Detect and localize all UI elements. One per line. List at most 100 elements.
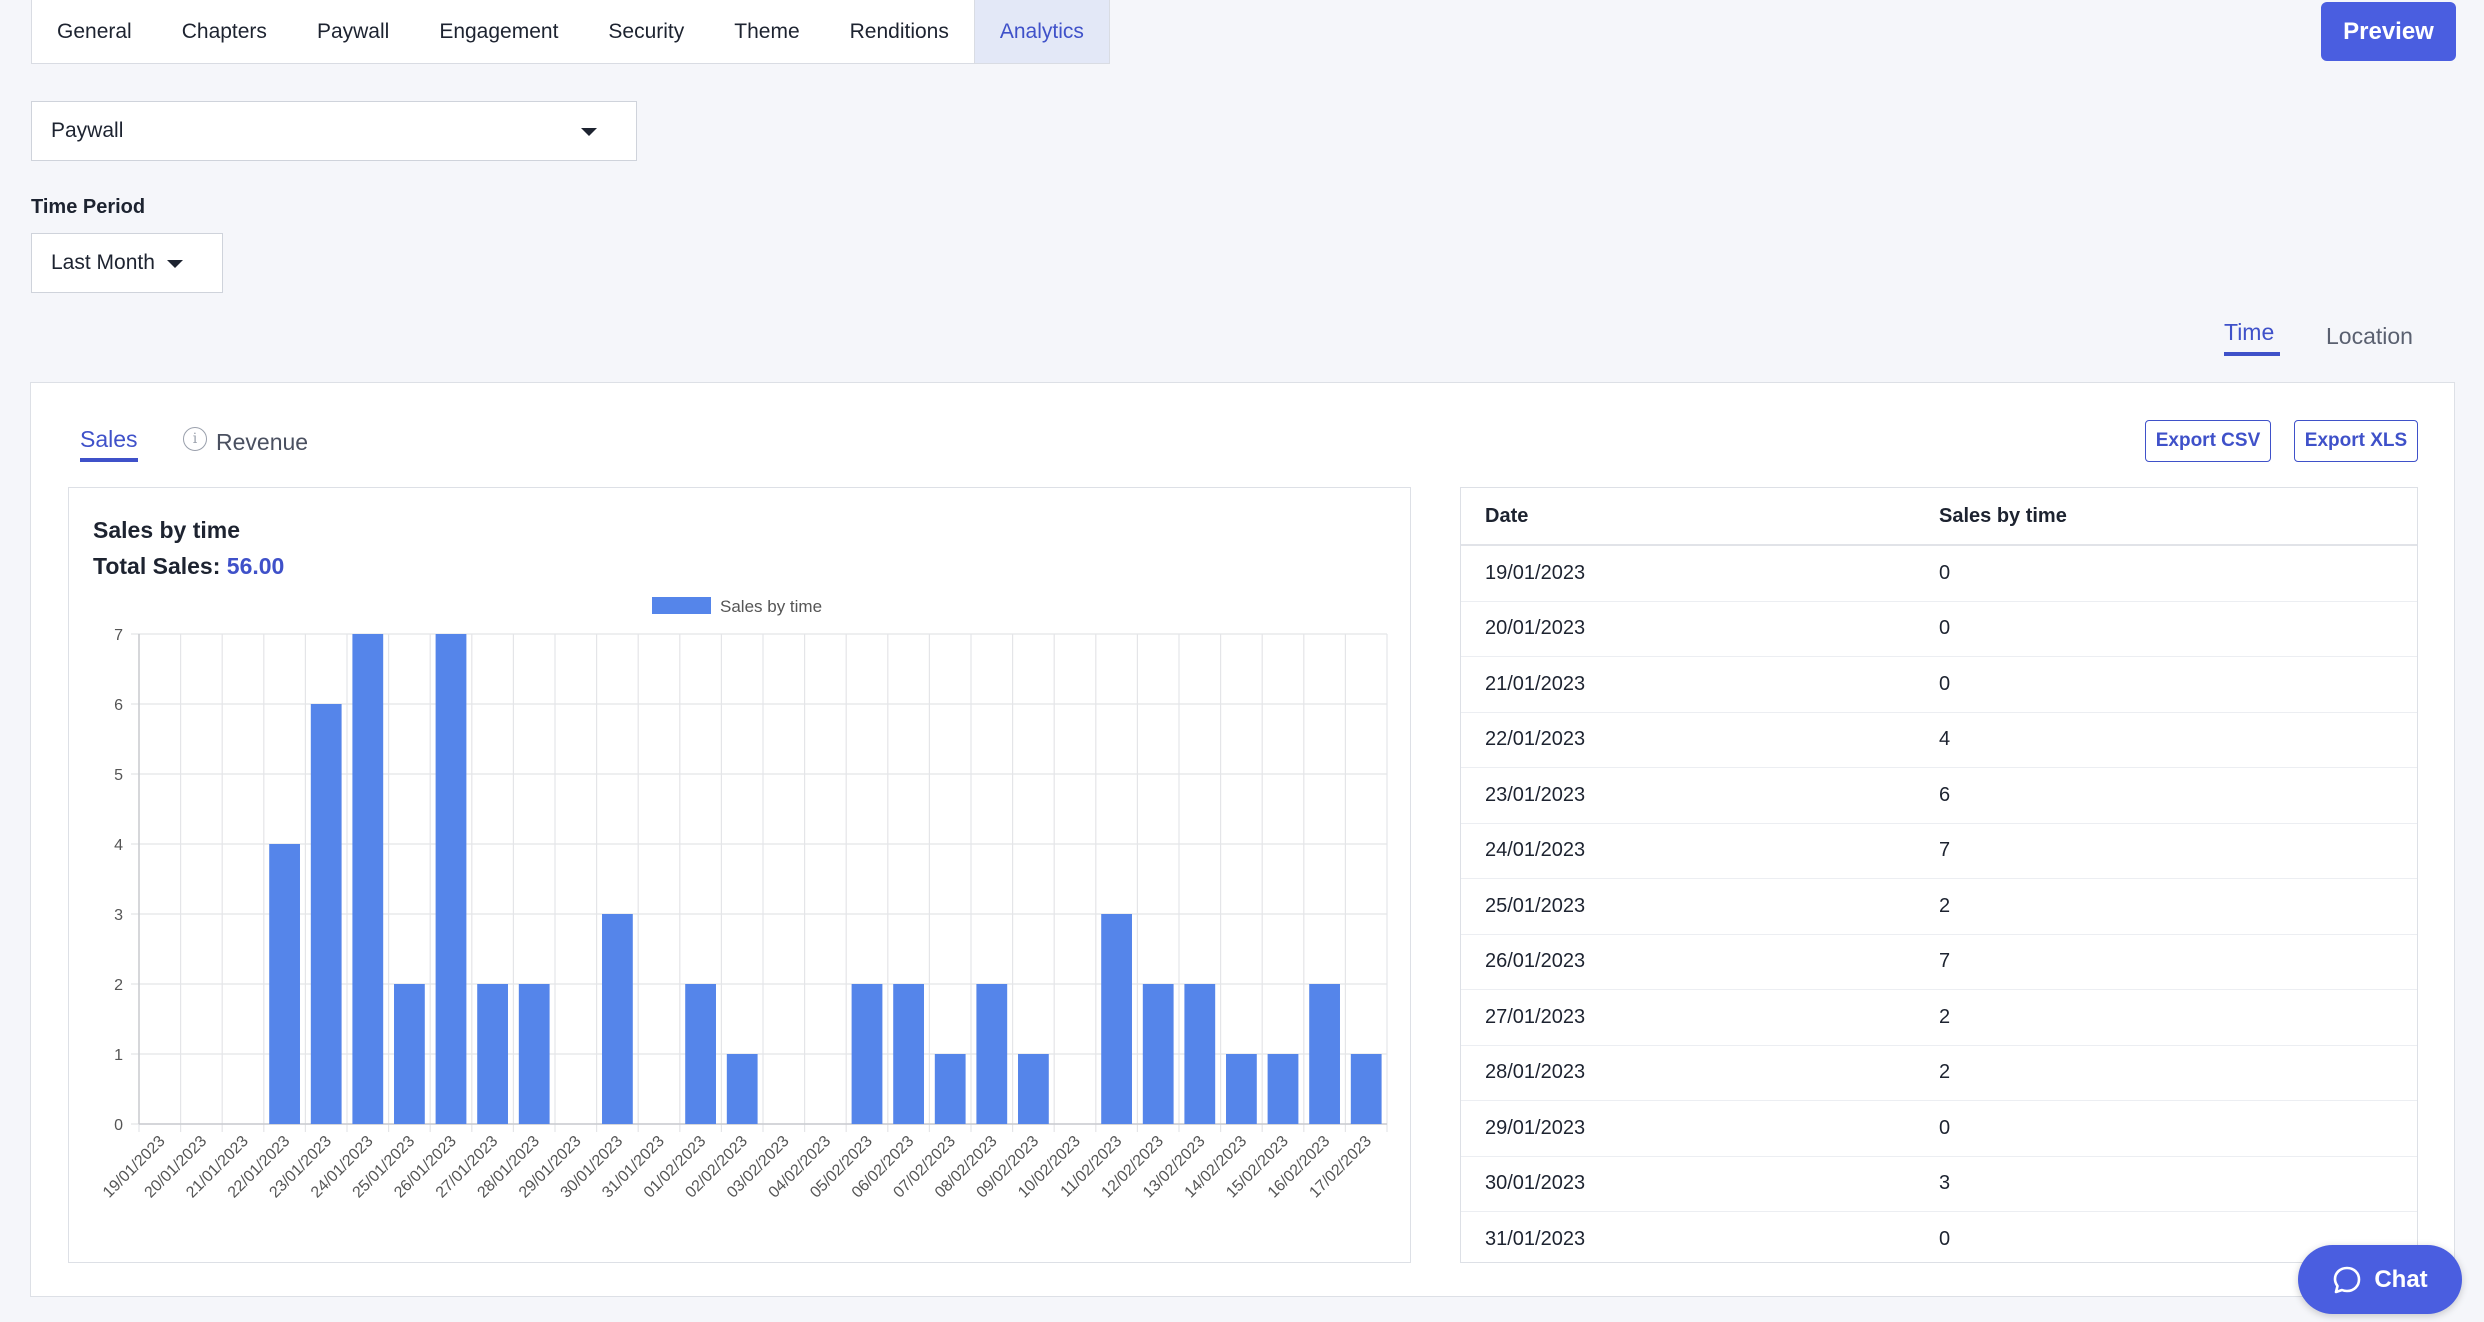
cell-sales: 0 (1939, 672, 1951, 695)
total-sales: Total Sales: 56.00 (93, 553, 284, 580)
legend-label: Sales by time (720, 597, 822, 616)
tab-paywall[interactable]: Paywall (316, 19, 390, 43)
bar (1101, 914, 1132, 1124)
header-sales: Sales by time (1939, 504, 2067, 527)
tab-theme[interactable]: Theme (734, 19, 800, 43)
paywall-select[interactable]: Paywall (31, 101, 637, 161)
table-row: 19/01/2023 0 (1461, 546, 2417, 602)
table-row: 24/01/2023 7 (1461, 824, 2417, 879)
cell-sales: 7 (1939, 950, 1951, 973)
export-csv-button[interactable]: Export CSV (2145, 420, 2271, 462)
header-date: Date (1485, 504, 1529, 527)
cell-sales: 7 (1939, 839, 1951, 862)
bar (1309, 984, 1340, 1124)
cell-date: 20/01/2023 (1485, 617, 1586, 640)
bar (1267, 1054, 1299, 1124)
tab-time[interactable]: Time (2224, 319, 2275, 345)
table-header: Date Sales by time (1461, 488, 2417, 546)
bar (934, 1054, 966, 1124)
y-tick-label: 6 (114, 697, 123, 714)
bar (893, 984, 924, 1124)
total-sales-label: Total Sales: (93, 553, 221, 579)
cell-date: 28/01/2023 (1485, 1061, 1586, 1084)
tab-revenue[interactable]: Revenue (216, 429, 309, 455)
table-row: 28/01/2023 2 (1461, 1046, 2417, 1101)
analytics-panel: Sales i Revenue Export CSV Export XLS Sa… (30, 382, 2455, 1297)
sales-bar-chart: 0123456719/01/202320/01/202321/01/202322… (100, 597, 1388, 1201)
cell-sales: 6 (1939, 783, 1951, 806)
bar (976, 984, 1008, 1124)
chat-label: Chat (2374, 1265, 2428, 1293)
cell-date: 24/01/2023 (1485, 839, 1586, 862)
cell-sales: 4 (1939, 728, 1951, 751)
sales-table: Date Sales by time 19/01/2023 0 20/01/2023… (1460, 487, 2418, 1263)
table-row: 20/01/2023 0 (1461, 602, 2417, 657)
table-row: 23/01/2023 6 (1461, 768, 2417, 824)
tab-security[interactable]: Security (608, 19, 685, 43)
cell-sales: 0 (1939, 561, 1951, 584)
tab-location[interactable]: Location (2326, 323, 2413, 349)
chat-button[interactable]: Chat (2298, 1245, 2462, 1314)
tab-time-underline (2224, 352, 2280, 356)
tab-engagement[interactable]: Engagement (439, 19, 559, 43)
table-row: 26/01/2023 7 (1461, 935, 2417, 990)
cell-date: 23/01/2023 (1485, 783, 1586, 806)
y-tick-label: 2 (114, 977, 123, 994)
time-period-value: Last Month (51, 251, 155, 274)
table-row: 22/01/2023 4 (1461, 713, 2417, 768)
chat-bubble-icon (2334, 1266, 2361, 1293)
table-row: 30/01/2023 3 (1461, 1157, 2417, 1212)
bar (1184, 984, 1216, 1124)
bar (1142, 984, 1174, 1124)
bar (518, 984, 550, 1124)
tab-general[interactable]: General (57, 19, 132, 43)
cell-sales: 2 (1939, 894, 1951, 917)
bar (685, 984, 716, 1124)
cell-date: 31/01/2023 (1485, 1227, 1586, 1250)
y-tick-label: 1 (114, 1047, 123, 1064)
bar (269, 844, 300, 1124)
cell-sales: 2 (1939, 1061, 1951, 1084)
info-icon[interactable]: i (183, 427, 207, 451)
cell-date: 21/01/2023 (1485, 672, 1586, 695)
cell-date: 19/01/2023 (1485, 561, 1586, 584)
tab-analytics[interactable]: Analytics (973, 0, 1109, 63)
cell-date: 22/01/2023 (1485, 728, 1586, 751)
preview-button[interactable]: Preview (2321, 2, 2456, 61)
tab-sales-underline (80, 458, 138, 462)
bar (851, 984, 883, 1124)
bar (394, 984, 425, 1124)
cell-date: 27/01/2023 (1485, 1005, 1586, 1028)
cell-sales: 0 (1939, 1227, 1951, 1250)
legend-swatch (652, 597, 711, 614)
chevron-down-icon (581, 128, 597, 136)
bar (477, 984, 508, 1124)
settings-tabs: General Chapters Paywall Engagement Security… (31, 0, 1110, 64)
y-tick-label: 5 (114, 767, 123, 784)
export-xls-button[interactable]: Export XLS (2294, 420, 2418, 462)
tab-chapters[interactable]: Chapters (181, 19, 267, 43)
y-tick-label: 0 (114, 1117, 123, 1134)
table-row: 25/01/2023 2 (1461, 879, 2417, 935)
chevron-down-icon (167, 260, 183, 268)
cell-sales: 3 (1939, 1172, 1951, 1195)
y-tick-label: 4 (114, 837, 123, 854)
bar (435, 634, 467, 1124)
y-tick-label: 3 (114, 907, 123, 924)
bar (1350, 1054, 1382, 1124)
table-row: 21/01/2023 0 (1461, 657, 2417, 713)
tab-renditions[interactable]: Renditions (849, 19, 949, 43)
cell-date: 26/01/2023 (1485, 950, 1586, 973)
time-period-label: Time Period (31, 196, 146, 218)
time-period-select[interactable]: Last Month (31, 233, 223, 293)
bar (1226, 1054, 1257, 1124)
cell-date: 25/01/2023 (1485, 894, 1586, 917)
bar (310, 704, 342, 1124)
cell-date: 30/01/2023 (1485, 1172, 1586, 1195)
chart-title: Sales by time (93, 517, 241, 543)
tab-sales[interactable]: Sales (80, 426, 138, 452)
table-body: 19/01/2023 0 20/01/2023 0 21/01/2023 0 22/01/2… (1461, 546, 2417, 1262)
total-sales-value: 56.00 (226, 553, 285, 579)
table-row: 27/01/2023 2 (1461, 990, 2417, 1046)
